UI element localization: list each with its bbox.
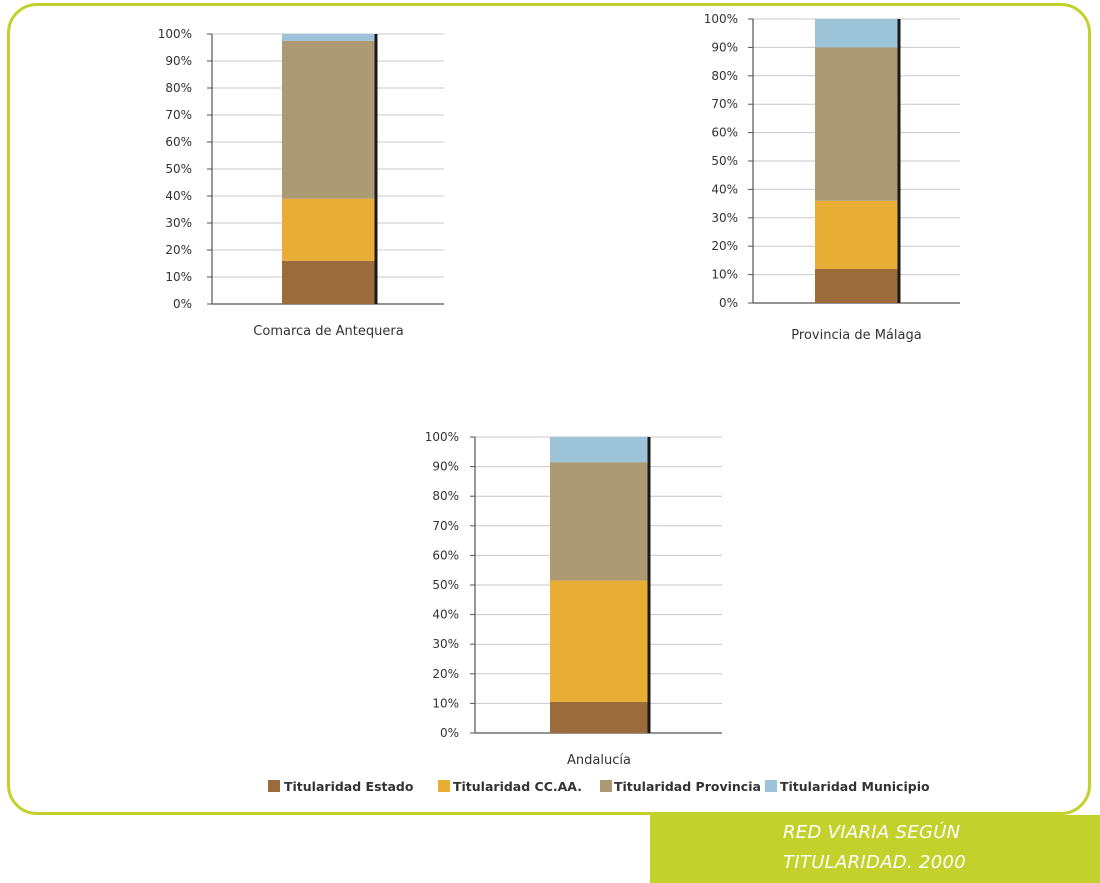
bar-segment-provincia (550, 462, 648, 581)
category-label: Comarca de Antequera (253, 324, 403, 339)
y-tick-label: 10% (165, 270, 192, 284)
y-tick-label: 60% (432, 548, 459, 562)
caption-background (650, 815, 1100, 883)
y-tick-label: 90% (165, 54, 192, 68)
y-tick-label: 30% (432, 637, 459, 651)
legend-label: Titularidad CC.AA. (453, 779, 582, 794)
y-tick-label: 80% (711, 69, 738, 83)
y-tick-label: 10% (432, 696, 459, 710)
y-tick-label: 80% (165, 81, 192, 95)
bar-segment-estado (815, 268, 898, 303)
bar-segment-estado (550, 701, 648, 733)
category-label: Andalucía (567, 753, 631, 768)
y-tick-label: 100% (158, 27, 192, 41)
y-tick-label: 0% (173, 297, 192, 311)
bar-segment-ccaa (815, 200, 898, 269)
bar-segment-municipio (815, 19, 898, 48)
y-tick-label: 20% (432, 667, 459, 681)
caption-line-2: TITULARIDAD. 2000 (783, 852, 967, 873)
y-tick-label: 90% (432, 460, 459, 474)
y-tick-label: 70% (432, 519, 459, 533)
y-tick-label: 60% (711, 126, 738, 140)
legend-label: Titularidad Provincia (614, 779, 761, 794)
y-tick-label: 20% (711, 239, 738, 253)
y-tick-label: 50% (711, 154, 738, 168)
y-tick-label: 30% (711, 211, 738, 225)
bar-segment-municipio (550, 437, 648, 463)
y-tick-label: 90% (711, 40, 738, 54)
y-tick-label: 40% (432, 608, 459, 622)
y-tick-label: 30% (165, 216, 192, 230)
y-tick-label: 50% (165, 162, 192, 176)
chart-frame (7, 3, 1091, 815)
bar-segment-provincia (815, 47, 898, 201)
y-tick-label: 100% (704, 12, 738, 26)
y-tick-label: 70% (165, 108, 192, 122)
legend-swatch-ccaa (438, 780, 450, 792)
bar-segment-ccaa (550, 580, 648, 702)
legend-label: Titularidad Estado (284, 779, 414, 794)
legend-swatch-provincia (600, 780, 612, 792)
category-label: Provincia de Málaga (791, 328, 921, 343)
figure-caption: RED VIARIA SEGÚN TITULARIDAD. 2000 (783, 818, 1083, 878)
bar-segment-provincia (282, 40, 375, 199)
y-tick-label: 20% (165, 243, 192, 257)
chart-canvas: 0% 10% 20% 30% 40% 50% 60% 70% 80% 90% 100% Comarca… (158, 12, 960, 794)
legend-swatch-municipio (765, 780, 777, 792)
bar-segment-ccaa (282, 198, 375, 261)
y-tick-label: 10% (711, 268, 738, 282)
y-tick-label: 50% (432, 578, 459, 592)
y-tick-label: 100% (425, 430, 459, 444)
legend-label: Titularidad Municipio (780, 779, 930, 794)
y-tick-label: 0% (440, 726, 459, 740)
y-tick-label: 80% (432, 489, 459, 503)
bar-segment-estado (282, 260, 375, 304)
bar-segment-municipio (282, 34, 375, 41)
legend-swatch-estado (268, 780, 280, 792)
y-tick-label: 70% (711, 97, 738, 111)
caption-line-1: RED VIARIA SEGÚN (783, 822, 961, 843)
y-tick-label: 40% (711, 182, 738, 196)
y-tick-label: 0% (719, 296, 738, 310)
y-tick-label: 40% (165, 189, 192, 203)
y-tick-label: 60% (165, 135, 192, 149)
